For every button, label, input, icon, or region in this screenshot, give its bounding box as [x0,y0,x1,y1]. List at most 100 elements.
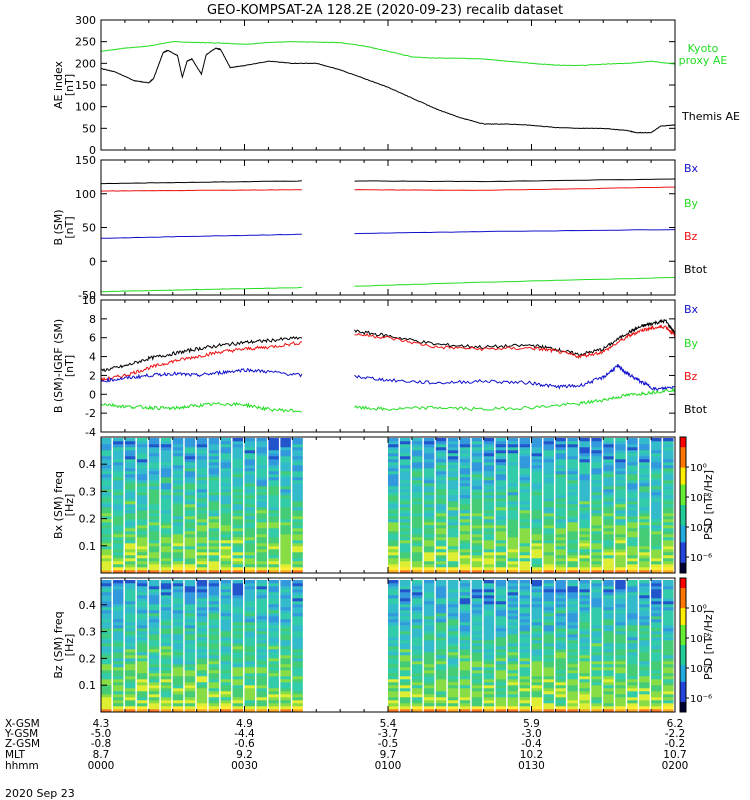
bx_spec-cell [184,501,196,505]
bx_spec-cell [388,522,399,526]
bx_spec-cell [471,537,483,541]
bx_spec-cell [160,561,172,565]
bz_spec-cell [388,628,399,632]
bx_spec-colorbar-seg [680,515,686,520]
bx_spec-cell [567,447,578,451]
bz_spec-cell [531,676,542,680]
bx_spec-cell [148,447,160,451]
bx_spec-cell [136,447,148,451]
bx_spec-cell [124,510,136,514]
bz_spec-cell [112,679,124,683]
bz_spec-cell [112,661,124,665]
bx_spec-cell [184,552,196,556]
bz_spec-cell [519,679,531,683]
bz_spec-cell [483,691,495,695]
bz_spec-cell [148,664,160,668]
bz_spec-cell [531,616,542,620]
bz_spec-cell [256,628,267,632]
bx_spec-cell [101,510,112,514]
bx-spectrogram-panel: 0.10.20.30.4Bx (SM) freq[Hz]10⁰10⁻²10⁻⁴1… [52,436,715,574]
bx_spec-cell [388,537,399,541]
bz_spec-cell [591,598,602,602]
bx_spec-cell [471,513,483,517]
bz_spec-cell [112,691,124,695]
bz_spec-cell [268,685,279,689]
bx_spec-cell [495,501,507,505]
bz_spec-cell [232,688,244,692]
bz_spec-cell [471,619,483,623]
bx_spec-cell [507,564,519,568]
bx_spec-cell [172,462,184,466]
bz_spec-cell [627,703,638,707]
bz_spec-cell [136,652,148,656]
bx_spec-cell [615,537,626,541]
bx_spec-cell [555,504,566,508]
bz_spec-cell [124,706,136,710]
bx_spec-cell [124,444,136,448]
bz_spec-cell [603,682,614,686]
bx_spec-cell [543,552,554,556]
cell-2-3: 9.7 [380,749,397,761]
bx_spec-cell [483,534,495,538]
bz_spec-cell [435,625,447,629]
bx_spec-cell [388,483,399,487]
bx_spec-cell [579,468,590,472]
bz_spec-cell [232,595,244,599]
bx_spec-cell [639,540,650,544]
bx_spec-cell [124,540,136,544]
bx_spec-cell [435,534,447,538]
bx_spec-cell [232,450,244,454]
bz_spec-cell [280,625,291,629]
bz_spec-cell [507,682,519,686]
bx_spec-cell [208,510,220,514]
bx_spec-cell [483,483,495,487]
bz_spec-cell [603,694,614,698]
bz_spec-cell [411,667,423,671]
bx_spec-cell [184,558,196,562]
bx_spec-cell [220,480,232,484]
bz_spec-cell [244,676,255,680]
bz_spec-cell [160,688,172,692]
bx_spec-cell [531,438,542,442]
bz_spec-cell [160,649,172,653]
bx_spec-cell [603,546,614,550]
bx_spec-cell [268,441,279,445]
bz_spec-cell [399,673,411,677]
bx_spec-cell [268,561,279,565]
bx_spec-cell [388,570,399,574]
bx_spec-cell [627,450,638,454]
bz_spec-cell [459,643,471,647]
bz_spec-cell [423,589,435,593]
bz_spec-cell [663,709,674,713]
bx_spec-cell [136,513,148,517]
bz_spec-cell [411,697,423,701]
bz_spec-cell [483,703,495,707]
bz_spec-cell [148,640,160,644]
bx_spec-cell [196,459,208,463]
bx_spec-cell [244,498,255,502]
bz_spec-cell [471,586,483,590]
bz_spec-cell [495,598,507,602]
bz_spec-cell [268,598,279,602]
bz_spec-cell [507,628,519,632]
bz_spec-cell [399,613,411,617]
bz_spec-cell [244,673,255,677]
bz_spec-cell [208,658,220,662]
bx_spec-cell [136,441,148,445]
bx_spec-cell [196,555,208,559]
bx_spec-cell [101,438,112,442]
bz_spec-cell [555,682,566,686]
bz_spec-cell [268,670,279,674]
bz_spec-cell [172,679,184,683]
bx_spec-cell [148,456,160,460]
bz_spec-cell [507,583,519,587]
bx_spec-cell [615,492,626,496]
bz_spec-cell [639,604,650,608]
bz_spec-cell [459,688,471,692]
bx_spec-cell [447,558,459,562]
bx_spec-colorbar-seg [680,559,686,564]
bz_spec-cell [399,649,411,653]
bx_spec-cell [160,522,172,526]
bx_spec-cell [184,531,196,535]
bx_spec-cell [567,558,578,562]
